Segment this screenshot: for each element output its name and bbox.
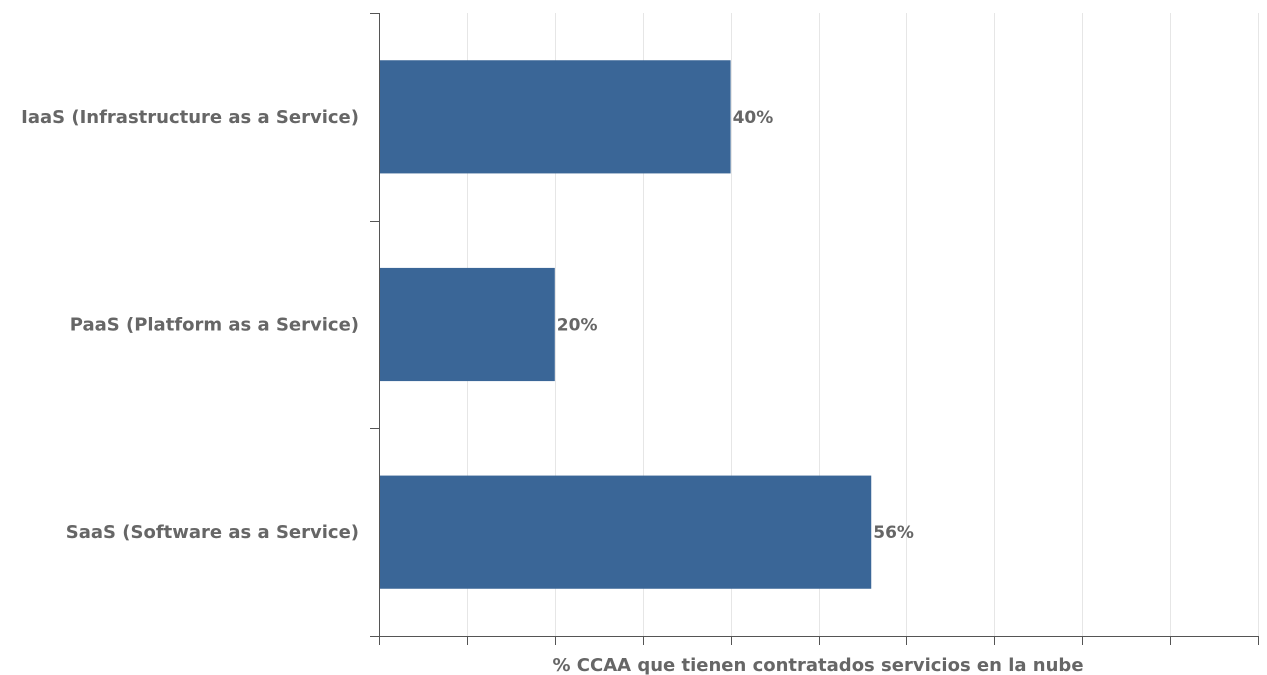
axis-layer bbox=[370, 13, 1259, 645]
labels-layer: 40% IaaS (Infrastructure as a Service) 20%… bbox=[21, 107, 914, 543]
category-label: PaaS (Platform as a Service) bbox=[70, 315, 359, 336]
bar bbox=[379, 267, 555, 382]
bars-layer bbox=[379, 60, 872, 589]
bar bbox=[379, 60, 731, 174]
category-label: IaaS (Infrastructure as a Service) bbox=[21, 107, 359, 128]
bar-value-label: 20% bbox=[557, 316, 598, 336]
bar-value-label: 56% bbox=[873, 523, 914, 543]
category-label: SaaS (Software as a Service) bbox=[66, 522, 359, 543]
bar bbox=[379, 475, 872, 589]
bar-value-label: 40% bbox=[733, 108, 774, 128]
x-axis-title: % CCAA que tienen contratados servicios … bbox=[552, 655, 1083, 675]
